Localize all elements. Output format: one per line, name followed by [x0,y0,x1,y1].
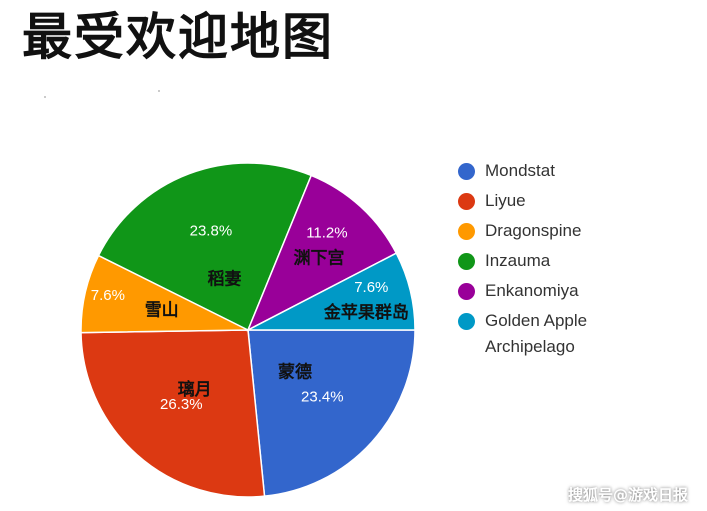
legend-label-line-2: Archipelago [485,337,575,356]
pie-slice-liyue[interactable] [80,329,266,498]
region-label-golden-apple-archipelago: 金苹果群岛 [323,302,409,323]
region-label-enkanomiya: 渊下宫 [294,247,345,268]
legend-item-mondstat[interactable]: Mondstat [458,158,587,188]
page-title: 最受欢迎地图 [22,8,334,66]
legend-label-line-1: Golden Apple [485,311,588,330]
data-label-inzauma: 23.8% [190,222,233,239]
data-label-golden-apple-archipelago: 7.6% [354,279,388,296]
image-speck [158,90,160,92]
legend-swatch [458,223,475,240]
region-label-mondstat: 蒙德 [278,362,312,383]
legend-swatch [458,313,475,330]
region-label-inzauma: 稻妻 [208,270,242,290]
legend-label: Liyue [485,191,526,210]
pie-slice-mondstat[interactable] [247,329,416,498]
watermark: 搜狐号@游戏日报 [568,486,689,504]
pie-slice-inzauma[interactable] [97,162,313,332]
image-speck [44,96,46,98]
legend-label: Mondstat [485,161,555,180]
legend-item-enkanomiya[interactable]: Enkanomiya [458,278,587,308]
data-label-enkanomiya: 11.2% [306,225,347,242]
region-label-liyue: 璃月 [178,379,212,400]
legend-label: Golden Apple Archipelago [485,308,587,360]
legend-swatch [458,283,475,300]
pie-slice-enkanomiya[interactable] [246,174,398,332]
legend-item-liyue[interactable]: Liyue [458,188,587,218]
legend-swatch [458,193,475,210]
legend-label: Enkanomiya [485,281,579,300]
legend-item-inzauma[interactable]: Inzauma [458,248,587,278]
pie-slice-golden-apple-archipelago[interactable] [247,252,416,331]
chart-legend: Mondstat Liyue Dragonspine Inzauma Enkan… [458,158,587,360]
data-label-liyue: 26.3% [160,396,203,413]
legend-item-golden-apple-archipelago[interactable]: Golden Apple Archipelago [458,308,587,360]
data-label-mondstat: 23.4% [301,388,344,405]
legend-label: Dragonspine [485,221,582,240]
data-label-dragonspine: 7.6% [91,287,125,304]
legend-swatch [458,163,475,180]
legend-label: Inzauma [485,251,551,270]
region-label-dragonspine: 雪山 [145,300,179,320]
legend-item-dragonspine[interactable]: Dragonspine [458,218,587,248]
legend-swatch [458,253,475,270]
